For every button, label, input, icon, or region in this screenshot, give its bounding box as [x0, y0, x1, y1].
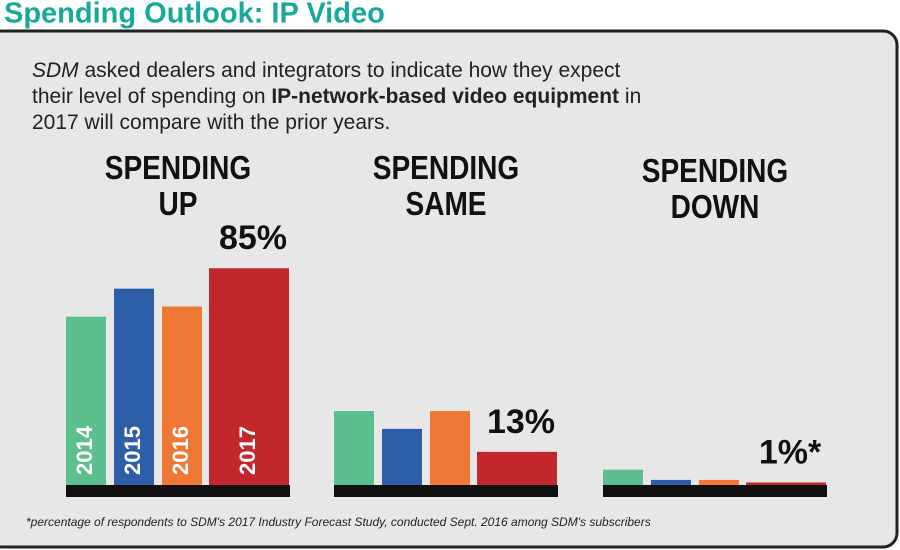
baseline-bar	[603, 485, 827, 497]
bar	[334, 411, 374, 485]
value-label: 1%*	[759, 433, 822, 471]
group-title: SPENDING DOWN	[641, 152, 789, 225]
bar	[114, 288, 154, 485]
intro-part: IP-network-based video equipment	[271, 85, 620, 108]
value-label: 13%	[487, 403, 555, 441]
chart-title: Spending Outlook: IP Video	[4, 0, 385, 30]
intro-part: in 2017 will compare with the prior year…	[32, 85, 642, 134]
group-title: SPENDING UP	[104, 149, 252, 222]
intro-part: SDM	[32, 59, 79, 82]
year-label: 2015	[120, 426, 145, 475]
intro-part: asked dealers and integrators to indicat…	[32, 59, 621, 108]
bar	[603, 469, 643, 485]
bar	[477, 451, 557, 485]
baseline-bar	[66, 485, 290, 497]
bar	[699, 479, 739, 485]
group-title: SPENDING SAME	[372, 149, 520, 222]
bar	[430, 411, 470, 485]
year-label: 2017	[235, 426, 260, 475]
intro-text: SDM asked dealers and integrators to ind…	[32, 58, 652, 136]
bar	[746, 482, 826, 485]
baseline-bar	[334, 485, 558, 497]
bar	[66, 316, 106, 485]
value-label: 85%	[219, 219, 287, 257]
year-label: 2014	[72, 425, 97, 475]
bar	[162, 306, 202, 485]
bar	[209, 268, 289, 485]
bar	[651, 479, 691, 485]
year-label: 2016	[168, 426, 193, 475]
bar	[382, 428, 422, 485]
footnote: *percentage of respondents to SDM's 2017…	[26, 515, 651, 529]
